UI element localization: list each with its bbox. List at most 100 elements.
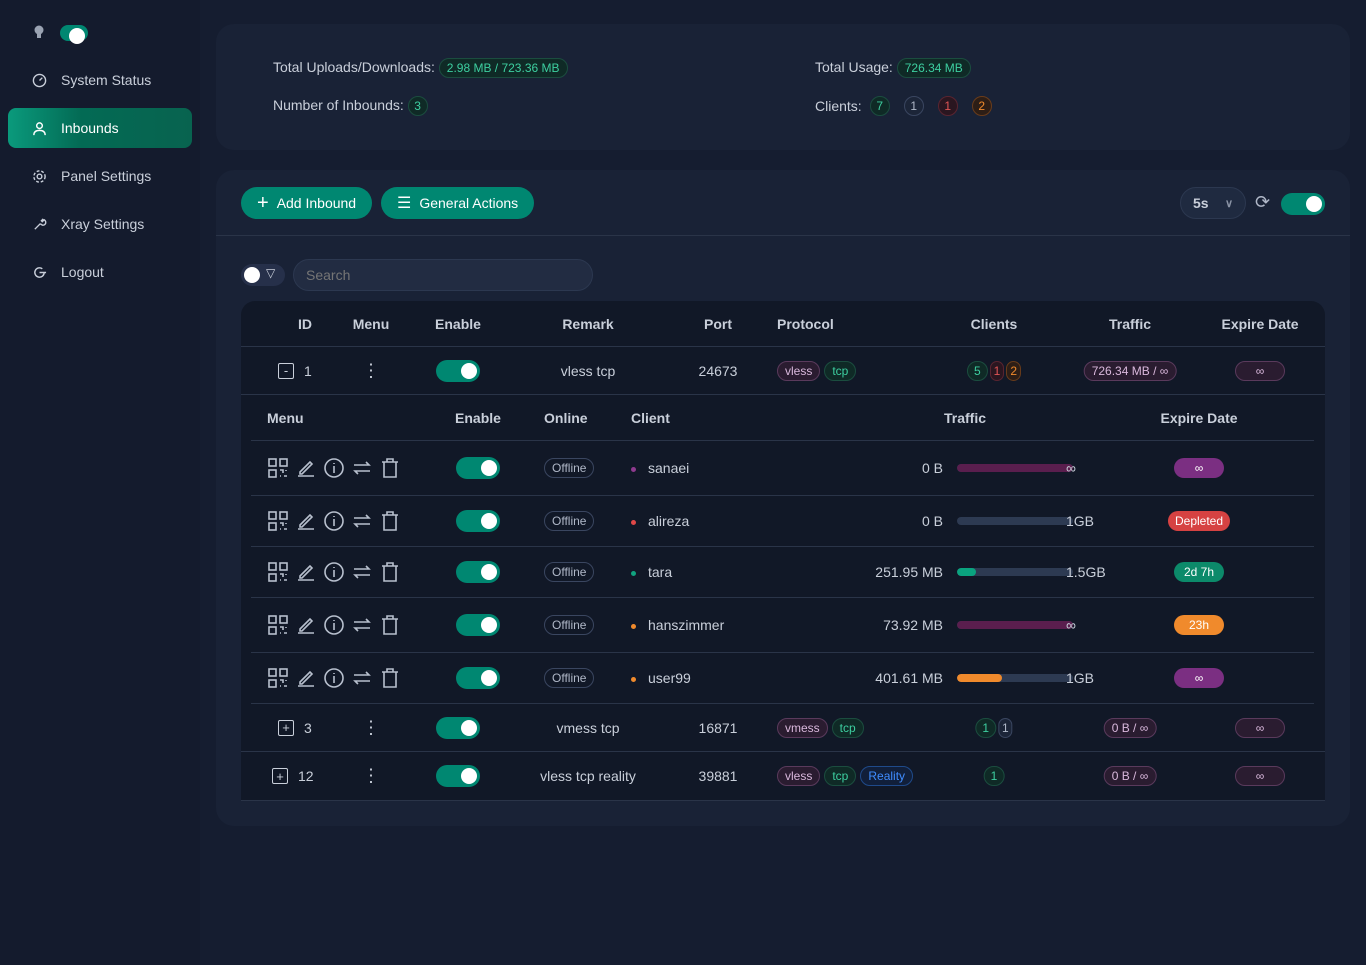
expire-tag: ∞ xyxy=(1235,717,1285,738)
delete-icon[interactable] xyxy=(378,666,402,690)
client-enable-toggle[interactable] xyxy=(456,561,500,583)
column-header: ID xyxy=(298,315,312,332)
column-header: Enable xyxy=(435,315,481,332)
auto-refresh-toggle[interactable] xyxy=(1281,193,1325,215)
traffic-progress-bar xyxy=(957,517,1073,525)
qr-code-icon[interactable] xyxy=(266,666,290,690)
expand-button[interactable]: + xyxy=(278,719,294,736)
client-row: Offline hanszimmer 73.92 MB ∞ 23h xyxy=(251,598,1314,653)
filter-toggle[interactable]: ▽ xyxy=(241,264,285,286)
gear-icon xyxy=(33,169,46,183)
edit-icon[interactable] xyxy=(294,509,318,533)
more-menu-icon[interactable]: ⋮ xyxy=(362,765,380,786)
refresh-icon[interactable]: ⟳ xyxy=(1255,192,1271,212)
info-icon[interactable] xyxy=(322,666,346,690)
delete-icon[interactable] xyxy=(378,456,402,480)
reset-traffic-icon[interactable] xyxy=(350,560,374,584)
client-enable-toggle[interactable] xyxy=(456,667,500,689)
protocol-tag: Reality xyxy=(860,766,914,786)
qr-code-icon[interactable] xyxy=(266,560,290,584)
column-header: Protocol xyxy=(777,315,834,332)
expire-tag: ∞ xyxy=(1235,360,1285,381)
client-count: 2 xyxy=(1006,360,1022,381)
search-input[interactable] xyxy=(293,259,593,291)
general-actions-button[interactable]: ☰ General Actions xyxy=(381,187,535,219)
reset-traffic-icon[interactable] xyxy=(350,456,374,480)
info-icon[interactable] xyxy=(322,560,346,584)
protocol-tag: tcp xyxy=(824,360,857,381)
enable-toggle[interactable] xyxy=(436,716,480,739)
clients-depleted: 1 xyxy=(937,96,958,116)
clients-label: Clients: xyxy=(815,98,862,114)
qr-code-icon[interactable] xyxy=(266,613,290,637)
client-count: 1 xyxy=(989,360,1005,381)
clients-expiring: 2 xyxy=(971,96,992,116)
theme-toggle[interactable] xyxy=(60,25,88,44)
sidebar-item-inbounds[interactable]: Inbounds xyxy=(8,108,192,148)
client-count: 5 xyxy=(966,360,988,381)
client-name: tara xyxy=(648,564,673,580)
port: 39881 xyxy=(698,768,738,784)
edit-icon[interactable] xyxy=(294,560,318,584)
client-count: 1 xyxy=(975,717,996,738)
traffic-total: ∞ xyxy=(1066,617,1076,633)
delete-icon[interactable] xyxy=(378,560,402,584)
clients-total: 7 xyxy=(869,96,890,116)
info-icon[interactable] xyxy=(322,509,346,533)
online-status: Offline xyxy=(544,562,595,582)
enable-toggle[interactable] xyxy=(436,765,480,787)
inbound-id: 12 xyxy=(298,768,314,784)
column-header: Expire Date xyxy=(1160,409,1238,426)
refresh-interval-select[interactable]: 5s ∨ xyxy=(1180,187,1246,219)
more-menu-icon[interactable]: ⋮ xyxy=(362,717,380,737)
info-icon[interactable] xyxy=(322,456,346,480)
client-enable-toggle[interactable] xyxy=(456,457,500,479)
expand-button[interactable]: + xyxy=(272,768,288,784)
sidebar-item-xray-settings[interactable]: Xray Settings xyxy=(8,204,192,244)
column-header: Menu xyxy=(352,315,390,332)
client-name: sanaei xyxy=(648,460,690,476)
general-actions-label: General Actions xyxy=(419,195,519,211)
expire-tag: ∞ xyxy=(1235,766,1285,786)
traffic-progress-bar xyxy=(957,621,1073,629)
client-expire-tag: ∞ xyxy=(1174,668,1224,688)
delete-icon[interactable] xyxy=(378,509,402,533)
clients-disabled: 1 xyxy=(903,96,924,116)
sidebar-item-system-status[interactable]: System Status xyxy=(8,60,192,100)
menu-icon: ☰ xyxy=(397,195,412,212)
client-name: user99 xyxy=(648,670,691,686)
client-name: alireza xyxy=(648,513,690,529)
reset-traffic-icon[interactable] xyxy=(350,509,374,533)
edit-icon[interactable] xyxy=(294,613,318,637)
edit-icon[interactable] xyxy=(294,666,318,690)
clients-table-header: Menu Enable Online Client Traffic Expire Date xyxy=(251,395,1314,441)
table-header: ID Menu Enable Remark Port Protocol Clients Tra… xyxy=(241,301,1325,347)
client-enable-toggle[interactable] xyxy=(456,510,500,532)
logout-icon xyxy=(34,266,47,278)
remark: vless tcp xyxy=(560,362,616,379)
filter-icon: ▽ xyxy=(266,266,276,280)
sidebar-item-logout[interactable]: Logout xyxy=(8,252,192,292)
reset-traffic-icon[interactable] xyxy=(350,666,374,690)
info-icon[interactable] xyxy=(322,613,346,637)
enable-toggle[interactable] xyxy=(436,359,480,382)
sidebar-item-panel-settings[interactable]: Panel Settings xyxy=(8,156,192,196)
inbound-id: 3 xyxy=(304,719,312,736)
edit-icon[interactable] xyxy=(294,456,318,480)
qr-code-icon[interactable] xyxy=(266,509,290,533)
status-dot xyxy=(631,519,636,525)
client-enable-toggle[interactable] xyxy=(456,614,500,636)
qr-code-icon[interactable] xyxy=(266,456,290,480)
more-menu-icon[interactable]: ⋮ xyxy=(362,360,380,380)
column-header: Traffic xyxy=(943,409,987,426)
traffic-used: 251.95 MB xyxy=(875,564,943,580)
client-expire-tag: 2d 7h xyxy=(1174,562,1224,582)
reset-traffic-icon[interactable] xyxy=(350,613,374,637)
delete-icon[interactable] xyxy=(378,613,402,637)
expand-button[interactable]: - xyxy=(278,362,294,379)
traffic-total: 1GB xyxy=(1066,670,1095,686)
sidebar-item-label: Xray Settings xyxy=(61,216,145,232)
add-inbound-button[interactable]: + Add Inbound xyxy=(241,187,373,219)
sidebar-item-label: Logout xyxy=(61,264,104,280)
